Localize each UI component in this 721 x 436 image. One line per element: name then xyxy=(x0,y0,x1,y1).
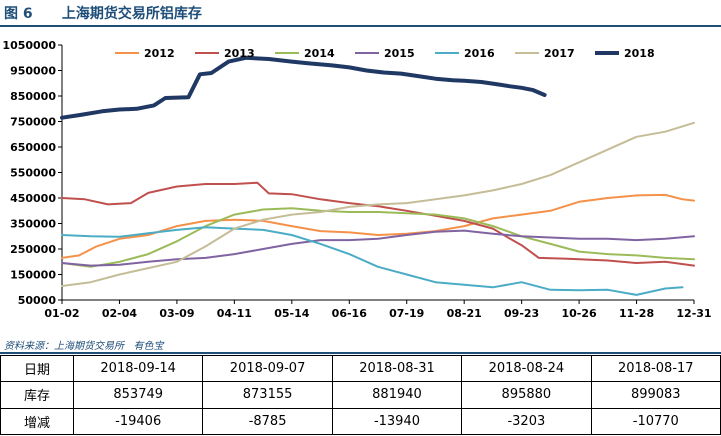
table-cell: -10770 xyxy=(590,407,721,436)
table-row: 增减 -19406 -8785 -13940 -3203 -10770 xyxy=(0,407,721,436)
line-chart: 1050000 950000 850000 750000 650000 550000 450… xyxy=(2,39,711,320)
table-header-cell: 日期 xyxy=(0,354,74,383)
chart-series xyxy=(60,55,695,296)
x-tick-label: 01-02 xyxy=(44,307,79,320)
y-tick-label: 950000 xyxy=(10,65,56,78)
y-tick-label: 550000 xyxy=(10,167,56,180)
y-tick-label: 850000 xyxy=(10,90,56,103)
chart-axes: 1050000 950000 850000 750000 650000 550000 450… xyxy=(2,39,711,320)
y-tick-label: 750000 xyxy=(10,116,56,129)
table-row: 库存 853749 873155 881940 895880 899083 xyxy=(0,381,721,409)
y-tick-label: 450000 xyxy=(10,192,56,205)
figure-header: 图 6 上海期货交易所铝库存 xyxy=(0,0,721,27)
source-divider xyxy=(0,352,721,354)
x-tick-label: 11-28 xyxy=(619,307,654,320)
legend-label-2017: 2017 xyxy=(544,47,575,60)
legend-label-2018: 2018 xyxy=(624,47,655,60)
table-header-row: 日期 2018-09-14 2018-09-07 2018-08-31 2018… xyxy=(0,354,721,383)
series-line-2017 xyxy=(61,121,695,287)
legend-label-2013: 2013 xyxy=(224,47,255,60)
y-tick-label: 1050000 xyxy=(2,39,56,52)
y-tick-label: 650000 xyxy=(10,141,56,154)
table-cell: -3203 xyxy=(461,407,592,436)
inventory-table: 日期 2018-09-14 2018-09-07 2018-08-31 2018… xyxy=(0,354,721,436)
x-tick-label: 08-21 xyxy=(447,307,482,320)
table-cell: -8785 xyxy=(202,407,333,436)
x-tick-label: 05-14 xyxy=(274,307,310,320)
table-header-cell: 2018-09-14 xyxy=(72,354,204,383)
figure-title: 图 6 上海期货交易所铝库存 xyxy=(4,6,202,22)
x-tick-label: 03-09 xyxy=(159,307,194,320)
legend-label-2014: 2014 xyxy=(304,47,335,60)
legend-label-2015: 2015 xyxy=(384,47,415,60)
y-tick-label: 50000 xyxy=(18,294,57,307)
table-cell: 853749 xyxy=(72,381,204,409)
series-line-2015 xyxy=(61,229,695,267)
x-tick-label: 04-11 xyxy=(217,307,252,320)
x-tick-label: 12-31 xyxy=(676,307,711,320)
x-tick-label: 09-23 xyxy=(504,307,539,320)
table-cell: 895880 xyxy=(461,381,592,409)
x-tick-label: 10-26 xyxy=(561,307,597,320)
title-divider xyxy=(0,25,721,27)
table-cell: 增减 xyxy=(0,407,74,436)
series-line-2016 xyxy=(61,226,684,296)
y-tick-label: 250000 xyxy=(10,243,56,256)
table-header-cell: 2018-09-07 xyxy=(202,354,333,383)
legend-label-2012: 2012 xyxy=(144,47,175,60)
table-header-cell: 2018-08-24 xyxy=(461,354,592,383)
chart-legend: 2012 2013 2014 2015 2016 2017 2018 xyxy=(115,47,655,60)
table-cell: 库存 xyxy=(0,381,74,409)
x-tick-label: 02-04 xyxy=(102,307,138,320)
series-line-2014 xyxy=(61,207,695,268)
table-cell: -19406 xyxy=(72,407,204,436)
table-cell: -13940 xyxy=(331,407,463,436)
table-cell: 881940 xyxy=(331,381,463,409)
table-cell: 899083 xyxy=(590,381,721,409)
series-line-2018 xyxy=(60,55,547,120)
table-header-cell: 2018-08-31 xyxy=(331,354,463,383)
x-tick-label: 06-16 xyxy=(332,307,368,320)
legend-label-2016: 2016 xyxy=(464,47,495,60)
source-note: 资料来源：上海期货交易所 有色宝 xyxy=(4,341,164,352)
y-tick-label: 350000 xyxy=(10,218,56,231)
table-header-cell: 2018-08-17 xyxy=(590,354,721,383)
table-cell: 873155 xyxy=(202,381,333,409)
y-tick-label: 150000 xyxy=(10,269,56,282)
series-line-2012 xyxy=(61,193,695,259)
x-tick-label: 07-19 xyxy=(389,307,424,320)
